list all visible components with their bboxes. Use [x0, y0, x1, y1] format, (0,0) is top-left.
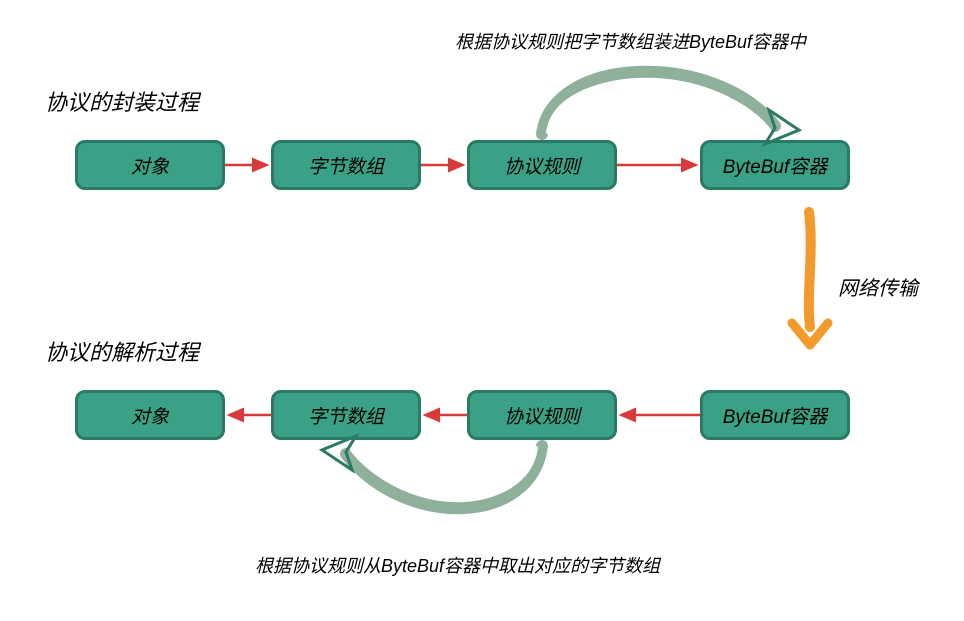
- annotation-top: 根据协议规则把字节数组装进ByteBuf容器中: [455, 28, 806, 54]
- encode-title: 协议的封装过程: [45, 85, 199, 117]
- node-encode-protocol: 协议规则: [467, 140, 617, 190]
- annotation-transport: 网络传输: [838, 272, 918, 301]
- node-decode-protocol: 协议规则: [467, 390, 617, 440]
- node-encode-bytebuf: ByteBuf容器: [700, 140, 850, 190]
- diagram-canvas: { "colors": { "node_fill": "#3aa186", "n…: [0, 0, 964, 621]
- node-encode-object: 对象: [75, 140, 225, 190]
- node-decode-bytebuf: ByteBuf容器: [700, 390, 850, 440]
- annotation-bottom: 根据协议规则从ByteBuf容器中取出对应的字节数组: [255, 552, 660, 578]
- node-encode-bytes: 字节数组: [271, 140, 421, 190]
- decode-title: 协议的解析过程: [45, 335, 199, 367]
- node-decode-object: 对象: [75, 390, 225, 440]
- node-decode-bytes: 字节数组: [271, 390, 421, 440]
